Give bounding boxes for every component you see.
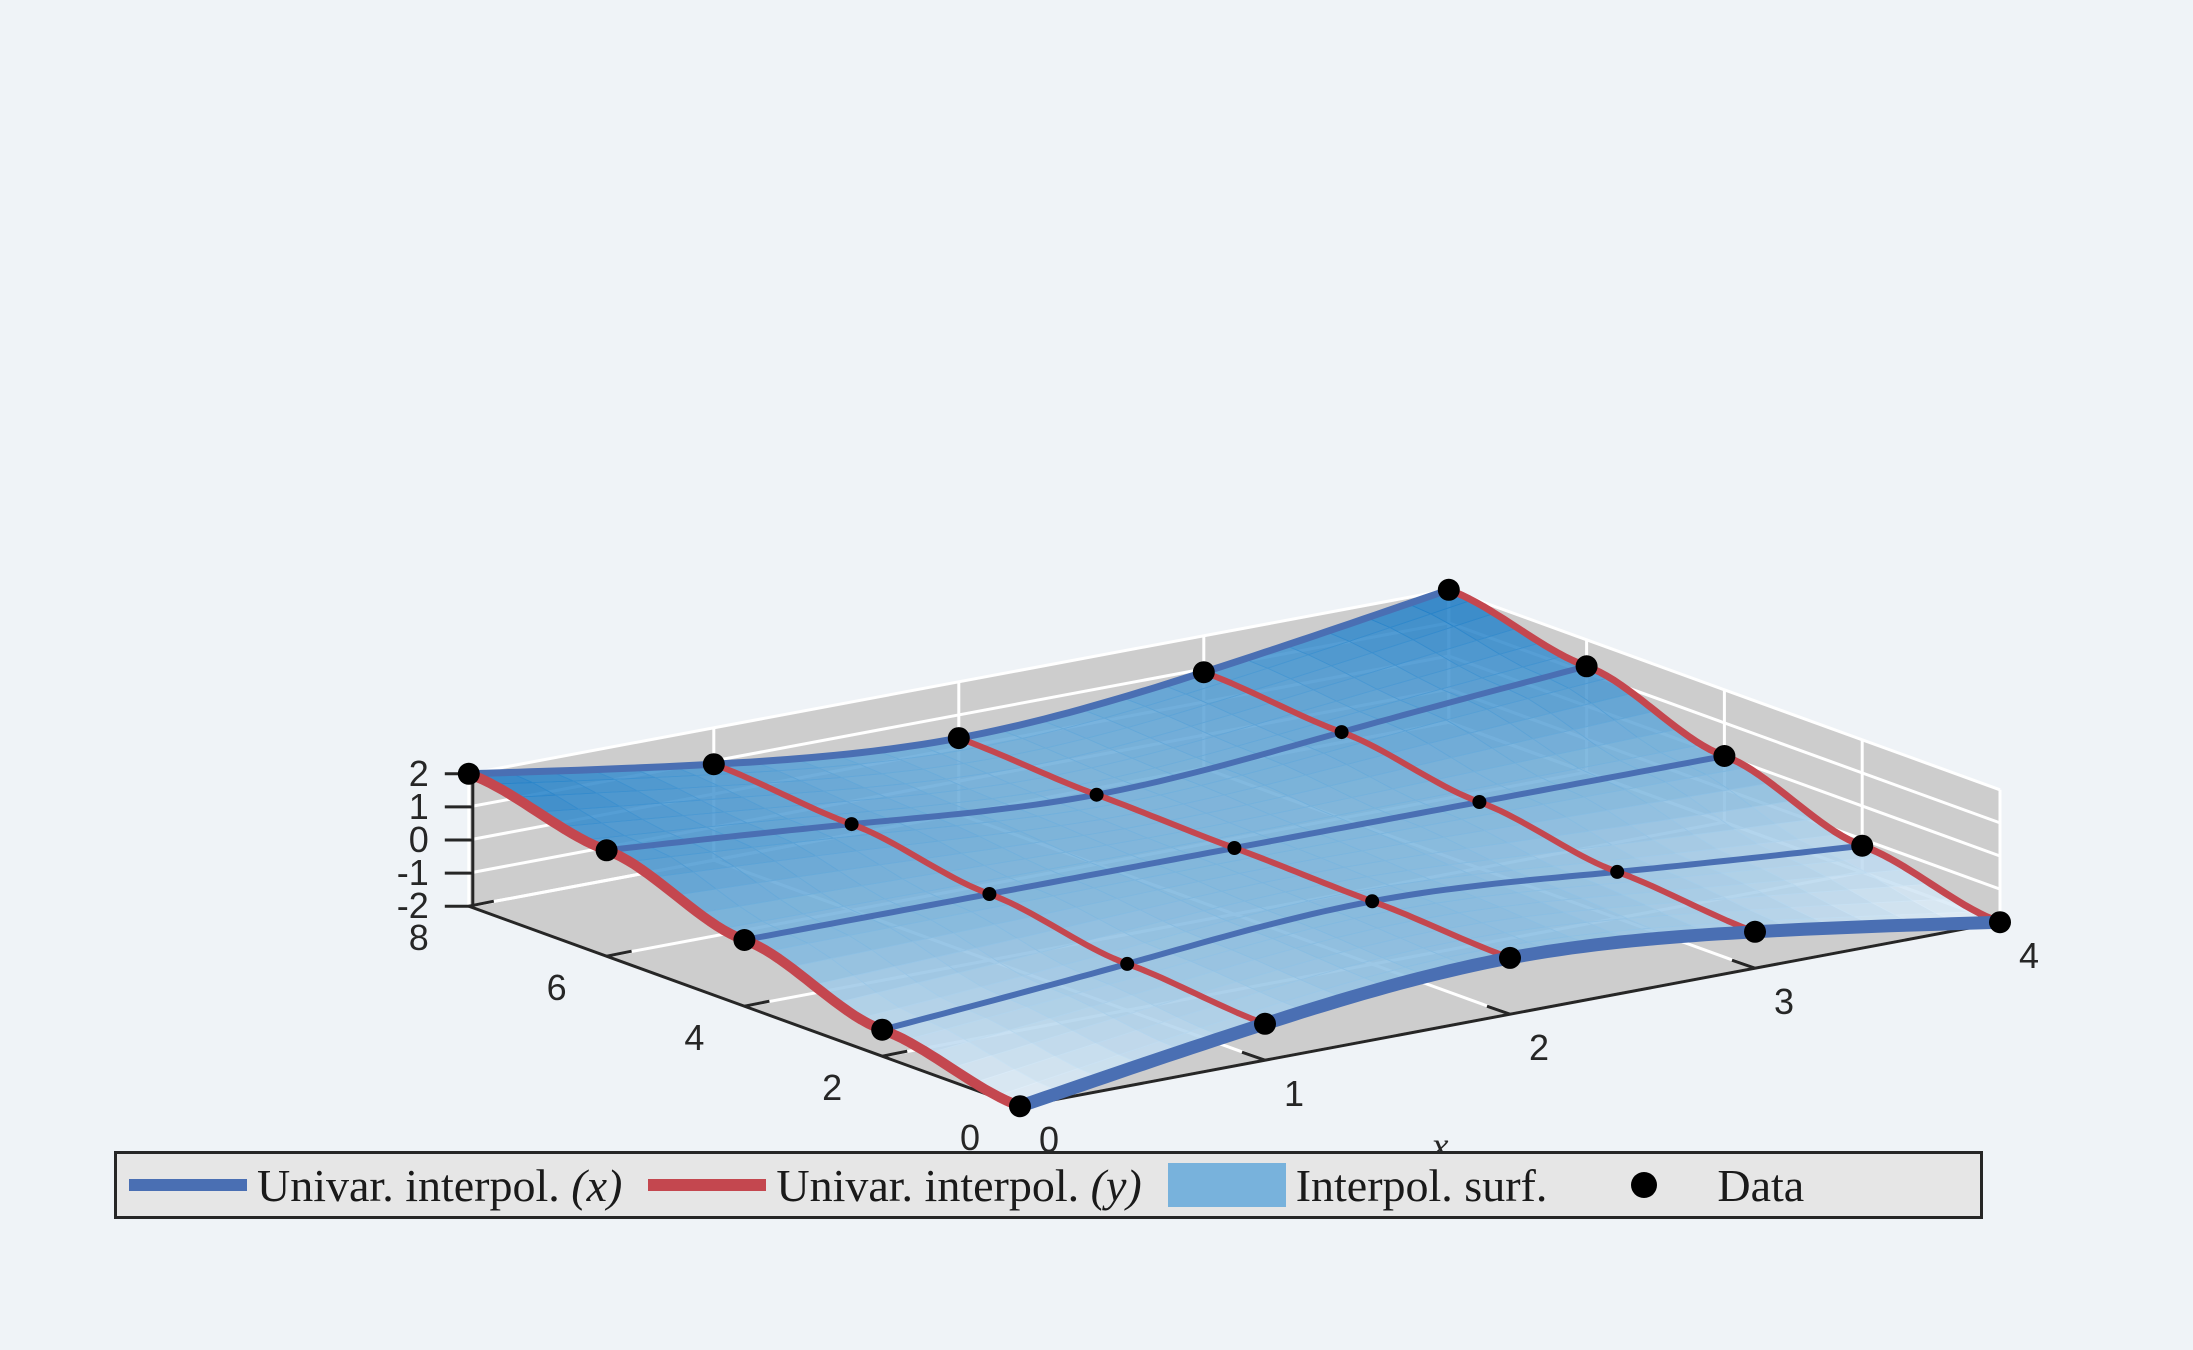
data-point — [1610, 864, 1625, 879]
interpolated-surface — [468, 589, 2001, 1107]
data-point — [1227, 841, 1242, 855]
data-point — [457, 762, 480, 785]
legend-item-surface: Interpol. surf. — [1142, 1154, 1548, 1216]
x-tick-label: 1 — [1284, 1073, 1304, 1114]
legend: Univar. interpol. (x) Univar. interpol. … — [114, 1151, 1983, 1219]
legend-item-y-curves: Univar. interpol. (y) — [622, 1154, 1142, 1216]
x-tick-mark — [1731, 958, 1756, 970]
legend-swatch-x-curves — [129, 1179, 247, 1191]
x-tick-label: 3 — [1774, 981, 1794, 1022]
y-tick-label: 8 — [409, 917, 429, 958]
data-point — [1713, 745, 1736, 767]
z-tick-label: -2 — [397, 885, 429, 926]
y-tick-label: 4 — [684, 1017, 704, 1058]
z-tick-label: -1 — [397, 852, 429, 893]
data-point — [844, 817, 859, 832]
data-point — [595, 839, 618, 862]
data-point — [1089, 787, 1104, 802]
data-point — [982, 887, 997, 901]
data-point — [1254, 1012, 1276, 1035]
data-point — [871, 1018, 894, 1041]
data-point — [1472, 795, 1487, 809]
y-tick-mark — [744, 999, 770, 1008]
x-tick-label: 4 — [2019, 935, 2039, 976]
y-tick-label: 6 — [547, 967, 567, 1008]
z-tick-label: 1 — [409, 786, 429, 827]
legend-label-x-curves: Univar. interpol. (x) — [257, 1159, 623, 1211]
legend-label-y-curves: Univar. interpol. (y) — [776, 1159, 1142, 1211]
data-point — [1499, 946, 1521, 969]
data-points — [457, 578, 2011, 1118]
y-tick-mark — [881, 1049, 908, 1058]
legend-item-data: Data — [1547, 1154, 1804, 1216]
data-point — [1989, 911, 2011, 934]
legend-marker-data — [1631, 1172, 1658, 1198]
y-tick-mark — [468, 899, 495, 908]
data-point — [702, 753, 725, 776]
y-tick-mark — [606, 949, 632, 958]
legend-swatch-y-curves — [648, 1179, 767, 1191]
data-point — [1365, 894, 1380, 909]
data-point — [947, 727, 970, 750]
data-point — [1192, 661, 1215, 684]
data-point — [1009, 1095, 1031, 1118]
data-point — [1575, 655, 1598, 678]
x-tick-mark — [1486, 1004, 1511, 1016]
data-point — [1334, 725, 1349, 740]
legend-swatch-surface — [1167, 1163, 1286, 1207]
legend-label-data: Data — [1717, 1159, 1805, 1211]
data-point — [1851, 834, 1874, 857]
x-tick-label: 0 — [1039, 1119, 1059, 1160]
z-tick-label: 0 — [409, 819, 429, 860]
data-point — [1744, 920, 1766, 943]
legend-item-x-curves: Univar. interpol. (x) — [117, 1154, 622, 1216]
z-tick-label: 2 — [409, 753, 429, 794]
data-point — [1120, 956, 1135, 971]
data-point — [733, 929, 756, 951]
y-tick-label: 2 — [822, 1067, 842, 1108]
legend-label-surface: Interpol. surf. — [1295, 1159, 1548, 1211]
data-point — [1437, 578, 1460, 601]
x-tick-mark — [1241, 1050, 1266, 1062]
x-tick-label: 2 — [1529, 1027, 1549, 1068]
y-tick-label: 0 — [960, 1117, 980, 1158]
